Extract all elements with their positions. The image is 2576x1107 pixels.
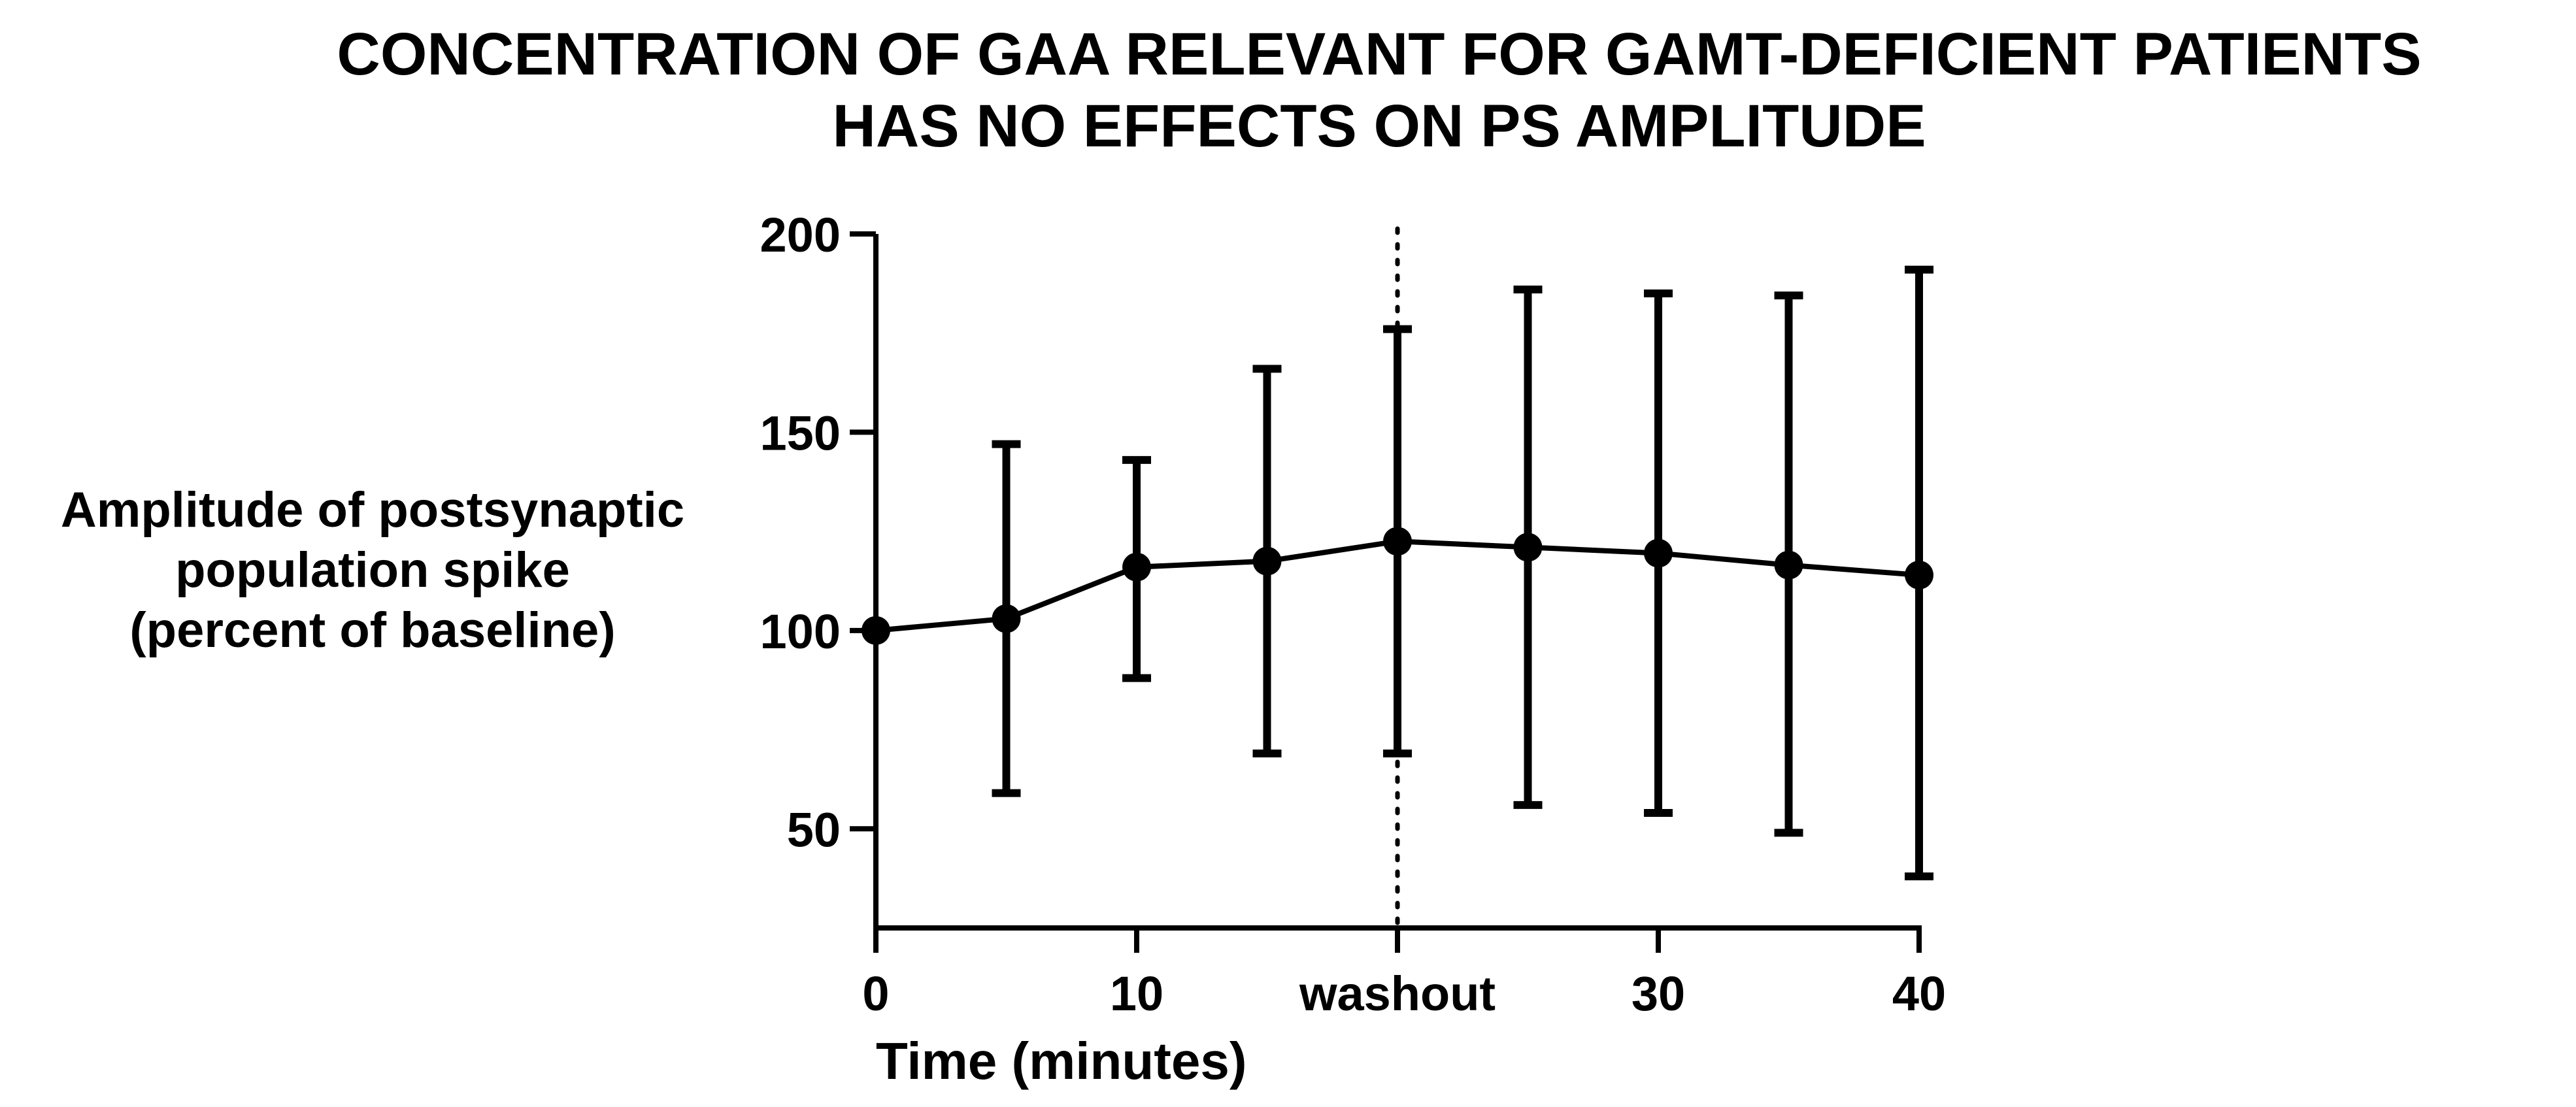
data-point xyxy=(1383,527,1412,556)
x-tick-label: 10 xyxy=(1110,967,1163,1021)
data-point xyxy=(1513,533,1543,562)
chart-title: CONCENTRATION OF GAA RELEVANT FOR GAMT-D… xyxy=(196,18,2562,162)
data-point xyxy=(1774,550,1803,580)
data-point xyxy=(1252,546,1282,576)
x-tick-label: 0 xyxy=(862,967,889,1021)
y-tick-label: 150 xyxy=(760,406,841,460)
y-axis-label-line-2: population spike xyxy=(175,542,570,598)
x-axis-label: Time (minutes) xyxy=(876,1032,1247,1090)
data-point xyxy=(992,604,1021,633)
y-axis-label-line-1: Amplitude of postsynaptic xyxy=(60,482,685,538)
data-point xyxy=(1644,538,1673,568)
data-point xyxy=(1122,552,1151,582)
y-axis-label-line-3: (percent of baseline) xyxy=(129,603,616,658)
y-tick-label: 50 xyxy=(787,802,841,857)
chart-title-line-1: CONCENTRATION OF GAA RELEVANT FOR GAMT-D… xyxy=(337,21,2422,88)
x-tick-label: 40 xyxy=(1892,967,1946,1021)
x-tick-label: 30 xyxy=(1631,967,1685,1021)
data-point xyxy=(1905,560,1933,589)
x-tick-label: washout xyxy=(1299,967,1496,1021)
y-tick-label: 100 xyxy=(760,604,841,659)
chart-title-line-2: HAS NO EFFECTS ON PS AMPLITUDE xyxy=(832,93,1926,159)
y-axis-label: Amplitude of postsynaptic population spi… xyxy=(20,480,726,661)
tick-marks xyxy=(850,231,1922,953)
tick-labels: 50 100 150 200 0 10 washout 30 40 xyxy=(760,208,1947,1021)
y-tick-label: 200 xyxy=(760,208,841,262)
